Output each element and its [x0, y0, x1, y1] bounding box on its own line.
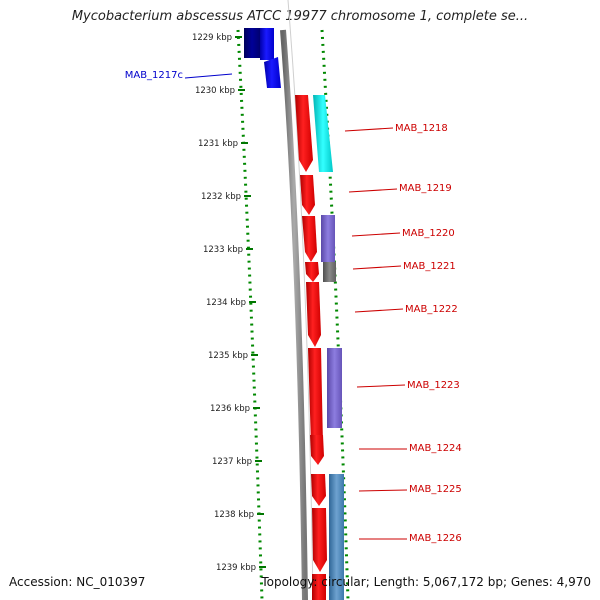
accession-value: NC_010397 — [76, 575, 146, 589]
gene-label-mab-1224[interactable]: MAB_1224 — [409, 443, 462, 454]
scale-label: 1233 kbp — [203, 245, 243, 255]
scale-label: 1230 kbp — [195, 86, 235, 96]
scale-label: 1237 kbp — [212, 457, 252, 467]
cog-block-purple[interactable] — [321, 215, 335, 262]
gene-arrow-mab-1225[interactable] — [311, 474, 326, 506]
gene-label-leader — [348, 188, 398, 193]
genes-label: Genes: — [510, 575, 553, 589]
gene-arrow-mab-1217c[interactable] — [264, 57, 281, 88]
genes-value: 4,970 — [556, 575, 591, 589]
gene-label-mab-1218[interactable]: MAB_1218 — [395, 123, 448, 134]
gene-arrow-mab-1218[interactable] — [295, 95, 313, 172]
gene-label-mab-1219[interactable]: MAB_1219 — [399, 183, 452, 194]
gene-block[interactable] — [244, 28, 260, 58]
gene-label-leader — [351, 232, 401, 237]
scale-label: 1238 kbp — [214, 510, 254, 520]
cog-block-purple-2[interactable] — [327, 348, 342, 428]
length-value: 5,067,172 bp — [422, 575, 503, 589]
topology-label: Topology: — [261, 575, 318, 589]
scale-label: 1231 kbp — [198, 139, 238, 149]
topology-value: circular — [321, 575, 366, 589]
genome-stats: Topology: circular; Length: 5,067,172 bp… — [261, 575, 591, 589]
cog-blocks — [313, 95, 344, 600]
gene-label-mab-1222[interactable]: MAB_1222 — [405, 304, 458, 315]
cog-block-cyan[interactable] — [313, 95, 333, 172]
reverse-genes — [244, 28, 281, 88]
gene-label-leader — [356, 384, 406, 388]
gene-label-mab-1226[interactable]: MAB_1226 — [409, 533, 462, 544]
scale-label: 1232 kbp — [201, 192, 241, 202]
chromosome-backbone-light — [287, 0, 314, 600]
gene-label-leader — [354, 308, 404, 313]
cog-block-steelblue[interactable] — [329, 474, 344, 600]
accession-label: Accession: — [9, 575, 73, 589]
gene-label-leader — [358, 489, 408, 492]
gene-arrow-mab-1220[interactable] — [302, 216, 317, 262]
gene-label-mab-1217c[interactable]: MAB_1217c — [125, 70, 183, 81]
scale-label: 1229 kbp — [192, 33, 232, 43]
gene-block[interactable] — [260, 28, 274, 60]
scale-label: 1234 kbp — [206, 298, 246, 308]
gene-label-mab-1220[interactable]: MAB_1220 — [402, 228, 455, 239]
length-label: Length: — [373, 575, 420, 589]
cog-block-gray[interactable] — [323, 262, 336, 282]
map-title: Mycobacterium abscessus ATCC 19977 chrom… — [71, 9, 529, 24]
gene-label-leader — [352, 265, 402, 270]
gene-label-leader — [344, 127, 394, 132]
scale-ticks: 1229 kbp 1230 kbp 1231 kbp 1232 kbp 1233 kbp… — [192, 33, 266, 573]
gene-arrow-mab-1221[interactable] — [305, 262, 319, 282]
accession-info: Accession: NC_010397 — [9, 575, 145, 589]
scale-label: 1235 kbp — [208, 351, 248, 361]
gene-label-mab-1223[interactable]: MAB_1223 — [407, 380, 460, 391]
gene-label-mab-1225[interactable]: MAB_1225 — [409, 484, 462, 495]
gene-arrow-mab-1226[interactable] — [312, 508, 327, 572]
gene-arrow-mab-1219[interactable] — [300, 175, 315, 215]
forward-genes — [295, 95, 327, 600]
gene-arrow-mab-1223[interactable] — [308, 348, 323, 458]
scale-label: 1239 kbp — [216, 563, 256, 573]
gene-block[interactable] — [312, 574, 326, 600]
gene-labels: MAB_1217c MAB_1218 MAB_1219 MAB_1220 MAB_122… — [125, 70, 462, 544]
gene-label-leader — [184, 73, 233, 79]
scale-label: 1236 kbp — [210, 404, 250, 414]
gene-arrow-mab-1222[interactable] — [306, 282, 321, 347]
gene-label-mab-1221[interactable]: MAB_1221 — [403, 261, 456, 272]
chromosome-backbone — [280, 29, 308, 600]
gene-arrow-mab-1224[interactable] — [310, 435, 324, 465]
